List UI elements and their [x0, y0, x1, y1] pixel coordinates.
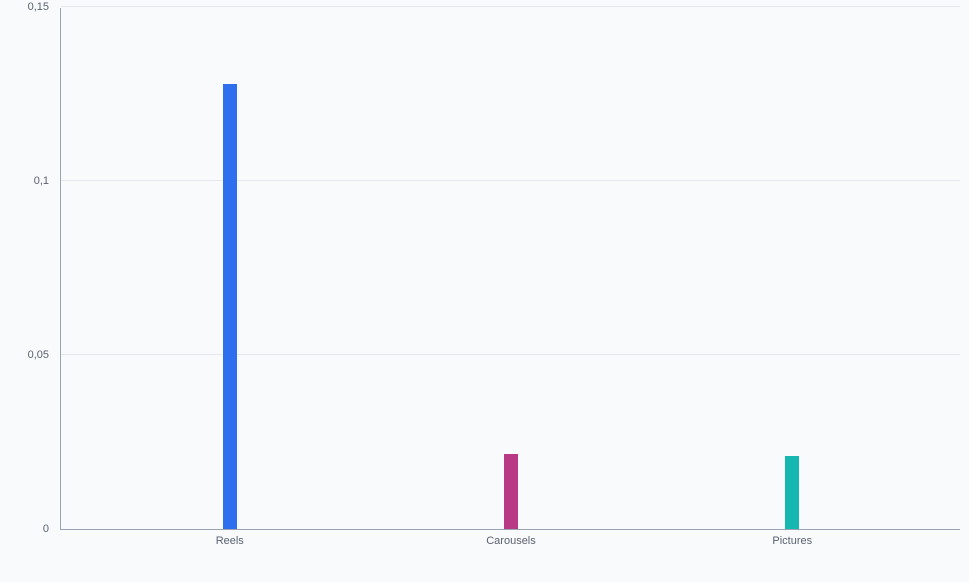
grid-line [61, 6, 960, 7]
grid-line [61, 354, 960, 355]
plot-area: 00,050,10,15ReelsCarouselsPictures [60, 8, 960, 530]
x-tick-label: Pictures [772, 529, 812, 547]
bar [785, 456, 799, 529]
y-tick-label: 0,1 [34, 175, 61, 187]
y-tick-label: 0 [43, 523, 61, 535]
x-tick-label: Carousels [486, 529, 536, 547]
x-tick-label: Reels [216, 529, 244, 547]
bar-chart: 0 0,05 0,1 0,15 Reels Carousels Pictures [0, 0, 969, 582]
y-tick-label: 0,05 [28, 349, 61, 361]
grid-line [61, 180, 960, 181]
bar [504, 454, 518, 529]
bar [223, 84, 237, 529]
y-tick-label: 0,15 [28, 1, 61, 13]
